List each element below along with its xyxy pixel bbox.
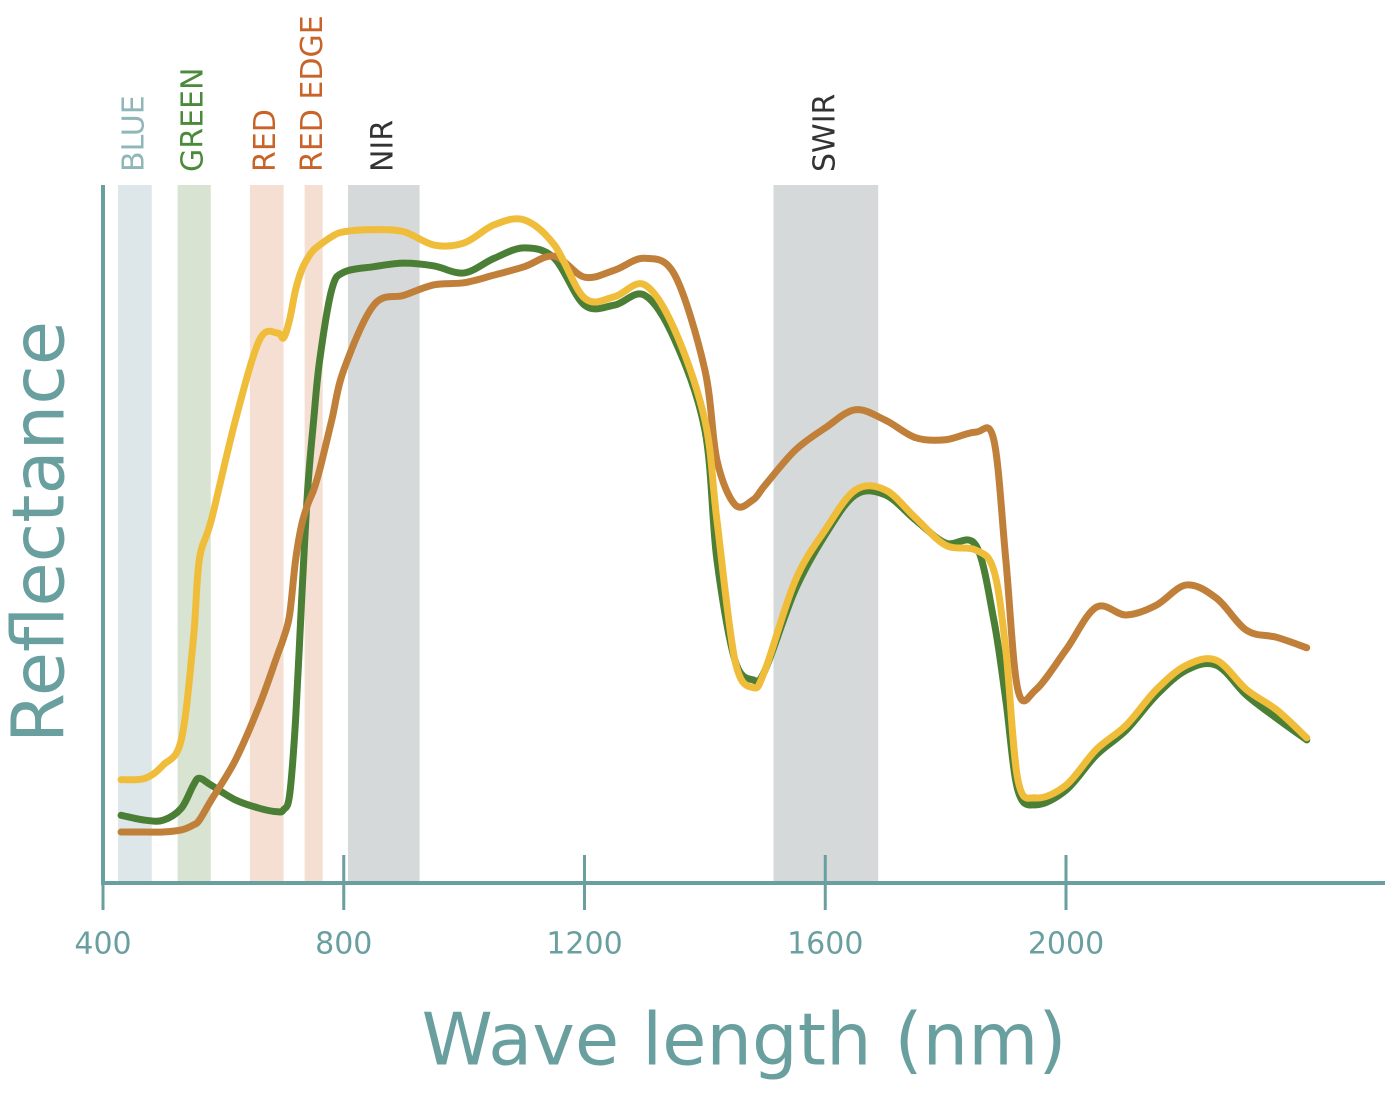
band bbox=[118, 185, 152, 883]
x-tick-label: 1600 bbox=[787, 927, 863, 962]
band-label: GREEN bbox=[176, 68, 211, 172]
spectral-line bbox=[117, 215, 1311, 802]
band bbox=[249, 185, 284, 883]
axes: 400 800 1200 1600 2000 bbox=[74, 185, 1385, 962]
x-tick-label: 400 bbox=[74, 927, 131, 962]
x-tick-label: 800 bbox=[315, 927, 372, 962]
x-tick-label: 1200 bbox=[546, 927, 622, 962]
spectral-line bbox=[117, 252, 1311, 836]
x-axis-label: Wave length (nm) bbox=[422, 998, 1067, 1082]
band-label: SWIR bbox=[807, 94, 842, 172]
band-label: RED bbox=[248, 109, 283, 172]
lines bbox=[117, 215, 1311, 836]
spectral-line bbox=[117, 244, 1311, 825]
band-label: RED EDGE bbox=[295, 15, 330, 172]
band bbox=[347, 185, 420, 883]
y-axis-label: Reflectance bbox=[0, 321, 81, 743]
band-label: NIR bbox=[365, 120, 400, 172]
band-label: BLUE bbox=[116, 95, 151, 172]
x-tick-label: 2000 bbox=[1028, 927, 1104, 962]
